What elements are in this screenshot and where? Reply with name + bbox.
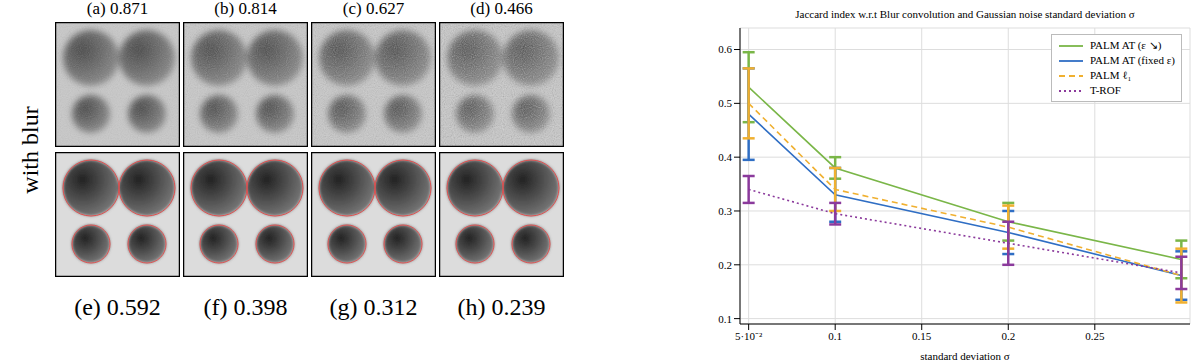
svg-text:0.2: 0.2 [718, 259, 732, 271]
html-text:(d) 0.466: (d) 0.466 [470, 0, 533, 18]
html-text:(h) 0.239: (h) 0.239 [457, 294, 546, 320]
html-text:PALM AT (fixed ε): PALM AT (fixed ε) [1090, 54, 1175, 66]
html-text:T-ROF: T-ROF [1090, 84, 1121, 96]
html-text:(g) 0.312: (g) 0.312 [329, 294, 418, 320]
svg-text:0.1: 0.1 [718, 313, 732, 325]
svg-text:0.15: 0.15 [912, 330, 932, 342]
svg-text:5·10⁻²: 5·10⁻² [735, 330, 763, 342]
html-text:(a) 0.871: (a) 0.871 [86, 0, 149, 18]
html-text:(f) 0.398: (f) 0.398 [203, 294, 288, 320]
html-text:Jaccard index w.r.t Blur convo: Jaccard index w.r.t Blur convolution and… [795, 8, 1135, 20]
html-text:with blur: with blur [16, 106, 43, 194]
svg-text:0.1: 0.1 [828, 330, 842, 342]
svg-text:0.25: 0.25 [1085, 330, 1105, 342]
svg-text:standard deviation σ: standard deviation σ [920, 350, 1010, 362]
html-text:PALM ℓ₁: PALM ℓ₁ [1090, 69, 1132, 81]
html-text:(e) 0.592: (e) 0.592 [74, 294, 161, 320]
svg-text:0.4: 0.4 [718, 151, 732, 163]
html-text:PALM AT (ε ↘): PALM AT (ε ↘) [1090, 39, 1162, 51]
svg-text:0.2: 0.2 [1001, 330, 1015, 342]
svg-text:0.3: 0.3 [718, 205, 732, 217]
html-text:(c) 0.627: (c) 0.627 [342, 0, 405, 18]
html-text:(b) 0.814: (b) 0.814 [214, 0, 277, 18]
svg-text:0.6: 0.6 [718, 43, 732, 55]
svg-text:0.5: 0.5 [718, 97, 732, 109]
